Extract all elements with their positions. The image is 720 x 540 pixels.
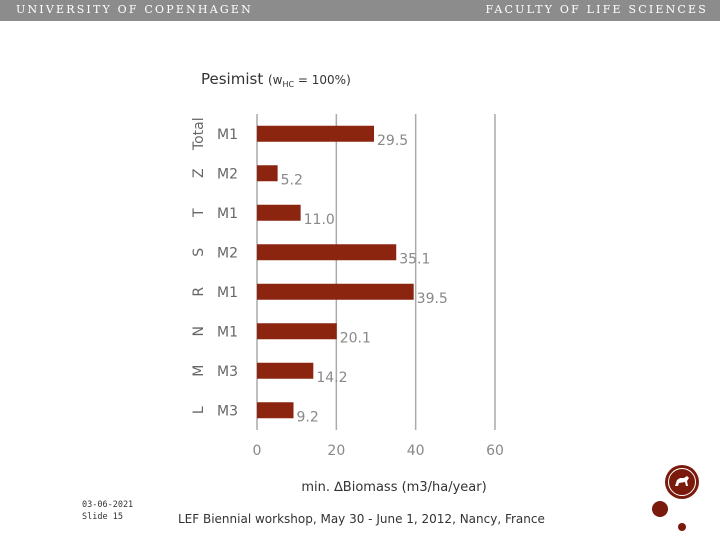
data-label: 5.2 [281, 172, 303, 188]
category-label: M3 [217, 403, 238, 419]
data-label: 20.1 [340, 330, 371, 346]
x-tick-label: 0 [253, 443, 262, 459]
category-label: M1 [217, 285, 238, 301]
slide-meta: 03-06-2021 Slide 15 [82, 499, 133, 523]
category-label: M2 [217, 245, 238, 261]
data-label: 11.0 [304, 212, 335, 228]
footer-event: LEF Biennial workshop, May 30 - June 1, … [178, 512, 545, 526]
data-label: 39.5 [417, 291, 448, 307]
bar [257, 323, 337, 340]
bar [257, 125, 375, 142]
bar [257, 402, 294, 419]
university-seal-icon [665, 465, 699, 499]
category-label: M1 [217, 206, 238, 222]
faculty-name: FACULTY OF LIFE SCIENCES [485, 3, 708, 16]
x-tick-label: 40 [407, 443, 425, 459]
bar [257, 283, 414, 300]
group-label: N [191, 326, 207, 336]
group-label: R [191, 287, 207, 297]
group-label: M [191, 365, 207, 377]
category-label: M3 [217, 364, 238, 380]
data-label: 29.5 [377, 133, 408, 149]
bar [257, 362, 314, 379]
university-name: UNIVERSITY OF COPENHAGEN [16, 3, 253, 16]
group-label: L [191, 406, 207, 414]
category-label: M2 [217, 166, 238, 182]
bar [257, 204, 301, 221]
slide-number: Slide 15 [82, 512, 123, 522]
chart-title: Pesimist (wHC = 100%) [201, 70, 351, 89]
data-label: 35.1 [399, 251, 430, 267]
bar [257, 165, 278, 182]
x-tick-label: 20 [327, 443, 345, 459]
category-label: M1 [217, 324, 238, 340]
header-bar: UNIVERSITY OF COPENHAGEN FACULTY OF LIFE… [0, 0, 720, 21]
category-label: M1 [217, 127, 238, 143]
group-label: S [191, 248, 207, 257]
decorative-dot-small [678, 523, 686, 531]
x-tick-label: 60 [486, 443, 504, 459]
group-label: Total [191, 117, 207, 151]
group-label: T [191, 208, 207, 218]
data-label: 9.2 [296, 409, 318, 425]
decorative-dot-large [652, 501, 668, 517]
bar [257, 244, 397, 261]
group-label: Z [191, 168, 207, 178]
slide-date: 03-06-2021 [82, 500, 134, 510]
x-axis-label: min. ∆Biomass (m3/ha/year) [301, 480, 486, 495]
data-label: 14.2 [316, 370, 347, 386]
